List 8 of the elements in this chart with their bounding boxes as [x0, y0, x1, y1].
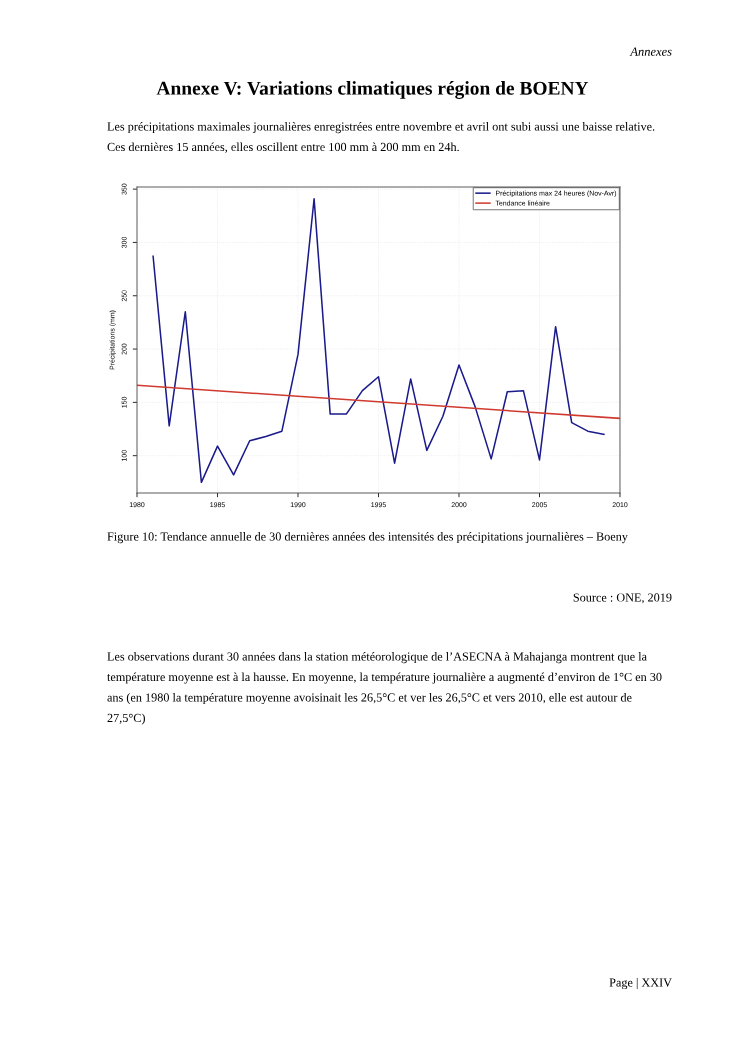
text: Annexes: [629, 47, 672, 56]
text: Les observations durant 30 années dans la station météorologique de l’ASECNA à Mahajanga montrent que la température moyenne est à la hausse. En moyenne, la température journalière a augmenté d’environ de 1°C en 30 ans (en 1980 la température moyenne avoisinait les 26,5°C et ver les 26,5°C et vers 2010, elle est autour de 27,5°C): [107, 652, 662, 725]
line-series: [152, 197, 605, 484]
caption: Figure 10: Tendance annuelle de 30 dernières années des intensités des précipitations journalières – Boeny: [107, 532, 628, 544]
text: Page | XXIV: [609, 978, 672, 990]
chart-title: Annexe V: Variations climatiques région de BOENY: [156, 81, 589, 99]
chart-subtitle: Les précipitations maximales journalières enregistrées entre novembre et avril ont subi aussi une baisse relative. Ces dernières 15 années, elles oscillent entre 100 mm à 200 mm en 24h.: [107, 122, 655, 153]
source-note: Source : ONE, 2019: [573, 593, 672, 604]
